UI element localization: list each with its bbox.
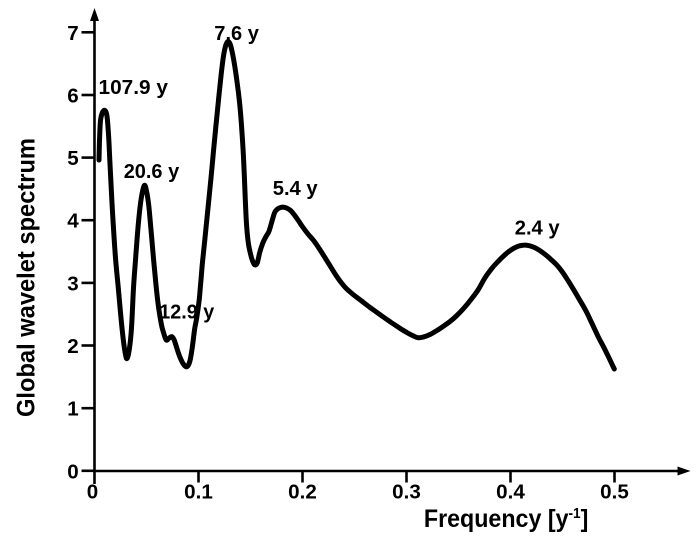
svg-text:7.6 y: 7.6 y bbox=[214, 22, 259, 45]
svg-text:107.9 y: 107.9 y bbox=[99, 76, 169, 99]
svg-text:5: 5 bbox=[67, 147, 78, 170]
svg-text:20.6 y: 20.6 y bbox=[124, 160, 180, 183]
svg-text:5.4 y: 5.4 y bbox=[273, 177, 319, 200]
svg-text:7: 7 bbox=[67, 22, 78, 45]
svg-text:0.3: 0.3 bbox=[392, 481, 421, 504]
svg-text:12.9 y: 12.9 y bbox=[159, 300, 214, 323]
svg-text:0.5: 0.5 bbox=[600, 481, 629, 504]
svg-text:Frequency [y-1]: Frequency [y-1] bbox=[424, 506, 588, 533]
svg-text:Global wavelet spectrum: Global wavelet spectrum bbox=[13, 138, 40, 417]
svg-text:0: 0 bbox=[87, 481, 98, 504]
svg-text:0.4: 0.4 bbox=[496, 481, 525, 504]
svg-text:3: 3 bbox=[67, 272, 78, 295]
svg-text:0.1: 0.1 bbox=[184, 481, 213, 504]
svg-text:1: 1 bbox=[67, 398, 78, 421]
svg-text:2: 2 bbox=[67, 335, 78, 358]
svg-text:0.2: 0.2 bbox=[288, 481, 317, 504]
svg-text:0: 0 bbox=[67, 460, 78, 483]
svg-text:2.4 y: 2.4 y bbox=[515, 217, 561, 240]
svg-text:4: 4 bbox=[67, 210, 79, 233]
svg-text:6: 6 bbox=[67, 85, 78, 108]
